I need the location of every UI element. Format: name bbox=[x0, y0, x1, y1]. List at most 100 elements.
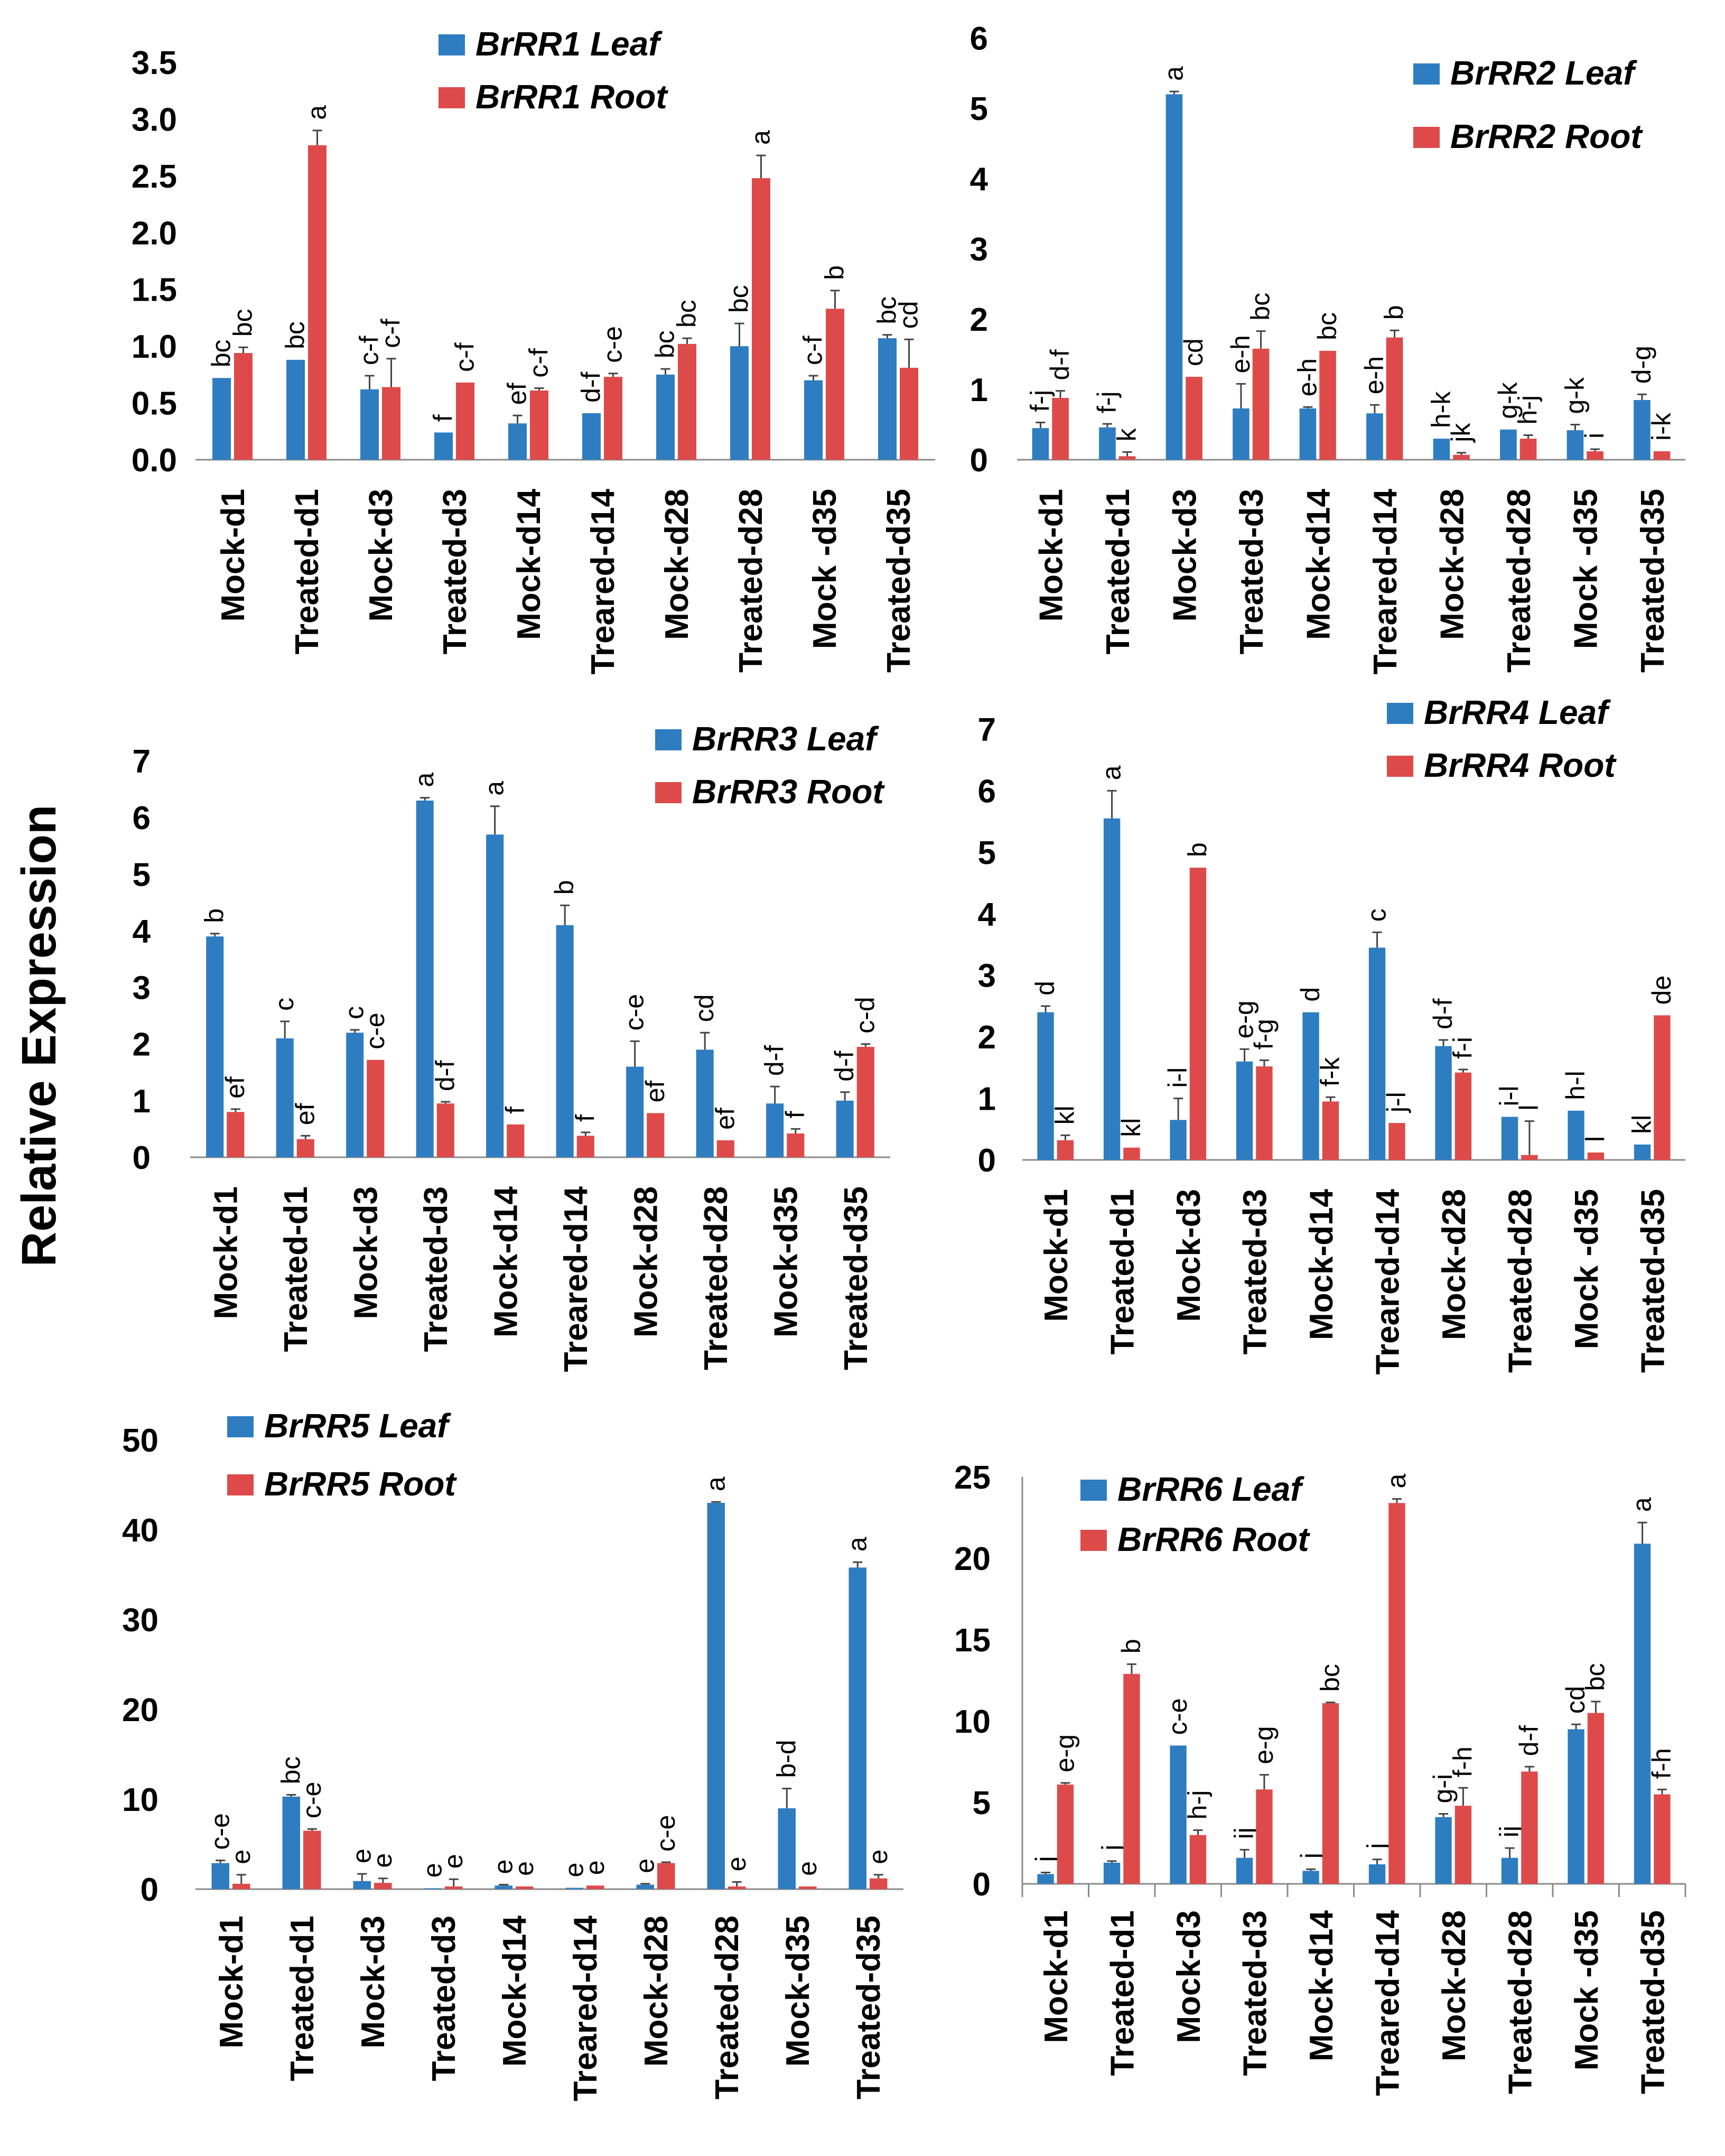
significance-label: j bbox=[1030, 1856, 1060, 1863]
legend: BrRR2 Leaf BrRR2 Root bbox=[1413, 54, 1643, 155]
legend-label: BrRR6 Leaf bbox=[1117, 1470, 1304, 1508]
significance-label: ij bbox=[1229, 1827, 1259, 1839]
bar bbox=[1654, 1015, 1671, 1160]
legend-label: BrRR1 Leaf bbox=[475, 25, 663, 63]
significance-label: b bbox=[200, 908, 229, 923]
significance-label: c-e bbox=[651, 1815, 680, 1852]
y-tick-label: 25 bbox=[954, 1460, 991, 1496]
significance-label: i-l bbox=[1495, 1086, 1524, 1107]
significance-label: f-k bbox=[1315, 1057, 1345, 1087]
bar bbox=[787, 1133, 805, 1157]
category-label: Mock-d14 bbox=[1303, 1910, 1340, 2061]
significance-label: b bbox=[1182, 842, 1212, 857]
category-label: Mock-d1 bbox=[1038, 1189, 1075, 1322]
legend-swatch bbox=[1413, 63, 1440, 85]
bar bbox=[212, 378, 231, 460]
x-axis-categories: Mock-d1 Treated-d1 Mock-d3 Treated-d3 Mock-d… bbox=[1033, 488, 1671, 674]
bar bbox=[647, 1113, 665, 1157]
bar bbox=[1433, 439, 1450, 460]
bar bbox=[730, 346, 749, 460]
significance-label: c-f bbox=[376, 319, 406, 348]
category-label: Mock-d14 bbox=[488, 1186, 524, 1337]
significance-label: c bbox=[340, 1006, 369, 1019]
significance-label: c bbox=[1362, 908, 1392, 922]
category-label: Treated-d1 bbox=[284, 1916, 321, 2081]
y-tick-label: 1 bbox=[133, 1083, 151, 1120]
bar bbox=[308, 145, 327, 460]
significance-label: b bbox=[1379, 305, 1409, 320]
bar bbox=[530, 390, 548, 460]
bar bbox=[836, 1100, 854, 1157]
category-label: Mock-d1 bbox=[1038, 1910, 1075, 2043]
significance-label: b bbox=[1116, 1639, 1146, 1653]
y-tick-label: 3 bbox=[133, 970, 151, 1007]
bar bbox=[1118, 456, 1136, 460]
bar bbox=[1256, 1066, 1273, 1160]
legend: BrRR1 Leaf BrRR1 Root bbox=[439, 25, 668, 116]
category-label: Treated-d3 bbox=[418, 1186, 454, 1352]
y-tick-label: 6 bbox=[978, 773, 996, 810]
significance-label: d-f bbox=[1514, 1725, 1544, 1756]
category-label: Treated-d1 bbox=[1100, 489, 1136, 655]
legend-label: BrRR4 Root bbox=[1424, 746, 1617, 784]
bar bbox=[434, 432, 453, 460]
category-label: Mock -d35 bbox=[807, 489, 843, 649]
legend-swatch bbox=[439, 87, 465, 108]
y-tick-label: 30 bbox=[122, 1602, 158, 1639]
significance-label: d-g bbox=[1627, 346, 1656, 384]
bar bbox=[1170, 1120, 1187, 1160]
y-tick-label: 2.5 bbox=[132, 159, 177, 195]
chart-BrRR4: 0 1 2 3 4 5 6 7 d a i-l e-g d c d-f i-l h-l kl kl kl b f-g f-k… bbox=[978, 693, 1685, 1375]
category-label: Treated-d28 bbox=[1501, 489, 1537, 673]
y-tick-label: 20 bbox=[954, 1541, 991, 1577]
significance-label: b-d bbox=[771, 1740, 801, 1778]
legend-swatch bbox=[655, 729, 682, 750]
bar bbox=[1567, 430, 1584, 460]
category-label: Mock-d14 bbox=[511, 488, 547, 639]
y-tick-label: 10 bbox=[954, 1704, 991, 1740]
bar bbox=[636, 1884, 654, 1889]
legend-swatch bbox=[1080, 1530, 1107, 1551]
legend-label: BrRR2 Root bbox=[1450, 117, 1643, 155]
significance-label: cd bbox=[1561, 1686, 1590, 1714]
bar bbox=[1634, 1144, 1651, 1160]
y-tick-label: 4 bbox=[133, 913, 151, 950]
bar bbox=[507, 1124, 525, 1157]
bar bbox=[1256, 1789, 1273, 1884]
bar bbox=[678, 343, 696, 460]
bar bbox=[1587, 451, 1603, 460]
legend-swatch bbox=[439, 34, 465, 55]
significance-label: e bbox=[509, 1861, 539, 1876]
bar bbox=[826, 309, 844, 460]
y-tick-label: 2 bbox=[133, 1027, 151, 1063]
category-label: Mock-d1 bbox=[213, 1916, 250, 2048]
bar bbox=[1299, 408, 1317, 460]
bar bbox=[1186, 377, 1202, 460]
category-label: Treared-d14 bbox=[1369, 1188, 1406, 1374]
y-axis-ticks: 0 1 2 3 4 5 6 7 bbox=[978, 712, 996, 1179]
bar bbox=[1170, 1745, 1187, 1884]
bar bbox=[1568, 1110, 1584, 1160]
bar bbox=[1057, 1785, 1074, 1884]
y-tick-label: 0 bbox=[141, 1872, 158, 1908]
bar bbox=[1322, 1101, 1339, 1160]
significance-label: c-d bbox=[850, 997, 880, 1033]
significance-label: e bbox=[722, 1857, 751, 1872]
bar bbox=[1037, 1874, 1054, 1884]
significance-label: ef bbox=[290, 1103, 320, 1125]
legend-swatch bbox=[227, 1416, 254, 1437]
y-tick-label: 10 bbox=[122, 1782, 158, 1818]
category-label: Mock-d14 bbox=[497, 1915, 533, 2066]
bar bbox=[1521, 1771, 1538, 1884]
significance-label: d-f bbox=[576, 371, 606, 402]
series-root: d-f k cd bc bc b jk h-j i i-k bbox=[1045, 293, 1676, 460]
significance-label: j-l bbox=[1382, 1092, 1411, 1113]
significance-label: bc bbox=[672, 300, 702, 328]
significance-label: a bbox=[1097, 765, 1126, 780]
bar bbox=[1587, 1153, 1605, 1160]
series-root: e-g b h-j e-g bc a f-h d-f bc f-h bbox=[1050, 1474, 1676, 1884]
category-label: Mock-d14 bbox=[1300, 488, 1337, 639]
legend-swatch bbox=[1387, 703, 1413, 724]
